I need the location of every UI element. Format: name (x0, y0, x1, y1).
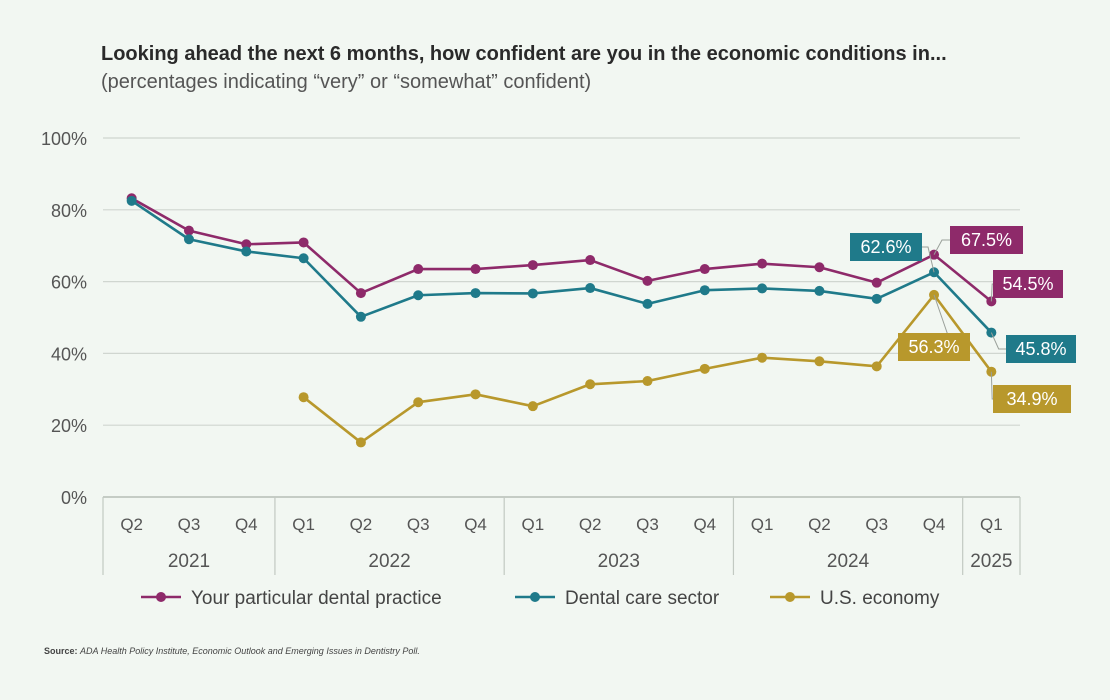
year-label: 2023 (598, 551, 640, 572)
data-point-practice (585, 255, 596, 266)
chart-title-main: Looking ahead the next 6 months, how con… (101, 43, 947, 65)
x-tick-label: Q3 (636, 515, 659, 534)
series-line-practice (131, 197, 993, 303)
data-point-sector (585, 283, 596, 294)
data-point-practice (413, 264, 424, 275)
data-point-practice (814, 262, 825, 273)
source-label: Source: (44, 646, 78, 656)
data-point-economy (642, 376, 653, 387)
data-point-sector (527, 288, 538, 299)
data-point-sector (355, 311, 366, 322)
legend-label-sector: Dental care sector (565, 588, 720, 609)
data-point-practice (355, 288, 366, 299)
data-point-sector (126, 195, 137, 206)
data-point-practice (183, 225, 194, 236)
data-label-sector: 62.6% (860, 237, 911, 257)
x-tick-label: Q1 (751, 515, 774, 534)
data-point-practice (298, 237, 309, 248)
chart-subtitle: (percentages indicating “very” or “somew… (101, 71, 592, 93)
y-tick-label: 100% (41, 129, 87, 149)
legend-marker-sector (530, 592, 540, 602)
data-point-sector (241, 246, 252, 257)
label-leader-practice (933, 239, 950, 255)
year-label: 2022 (368, 551, 410, 572)
label-leader-practice (990, 283, 993, 302)
data-label-sector: 45.8% (1015, 339, 1066, 359)
data-point-practice (241, 239, 252, 250)
data-point-economy (413, 397, 424, 408)
x-tick-label: Q4 (464, 515, 487, 534)
data-point-sector (298, 253, 309, 264)
y-tick-label: 80% (51, 201, 87, 221)
data-point-economy (355, 437, 366, 448)
data-label-practice: 54.5% (1002, 274, 1053, 294)
data-label-box-sector (850, 233, 922, 261)
year-label: 2024 (827, 551, 870, 572)
series-line-economy (302, 293, 993, 444)
data-point-practice (871, 277, 882, 288)
year-label: 2021 (168, 551, 210, 572)
x-tick-label: Q2 (350, 515, 373, 534)
series-line-sector (130, 199, 993, 334)
y-tick-label: 20% (51, 416, 87, 436)
data-point-economy (814, 356, 825, 367)
legend-label-economy: U.S. economy (820, 588, 940, 609)
chart-title: Looking ahead the next 6 months, how con… (101, 40, 1001, 96)
data-point-sector (413, 290, 424, 301)
data-point-practice (642, 275, 653, 286)
data-label-box-economy (898, 333, 970, 361)
data-point-economy (585, 379, 596, 390)
x-tick-label: Q2 (120, 515, 143, 534)
data-point-sector (871, 293, 882, 304)
data-point-sector (183, 234, 194, 245)
x-tick-label: Q2 (579, 515, 602, 534)
legend-marker-practice (156, 592, 166, 602)
data-label-box-sector (1006, 335, 1076, 363)
y-tick-label: 0% (61, 488, 87, 508)
x-tick-label: Q1 (522, 515, 545, 534)
data-label-box-economy (993, 385, 1071, 413)
x-tick-label: Q1 (292, 515, 315, 534)
data-point-economy (470, 389, 481, 400)
x-tick-label: Q3 (178, 515, 201, 534)
data-point-practice (757, 258, 768, 269)
data-point-economy (298, 392, 309, 403)
x-tick-label: Q2 (808, 515, 831, 534)
data-point-economy (527, 401, 538, 412)
data-label-box-practice (993, 270, 1063, 298)
y-tick-label: 60% (51, 273, 87, 293)
source-text: ADA Health Policy Institute, Economic Ou… (80, 646, 420, 656)
x-tick-label: Q1 (980, 515, 1003, 534)
data-point-economy (699, 363, 710, 374)
data-point-sector (642, 298, 653, 309)
x-tick-label: Q4 (693, 515, 716, 534)
data-point-practice (470, 264, 481, 275)
data-point-practice (527, 260, 538, 271)
legend-label-practice: Your particular dental practice (191, 588, 442, 609)
data-point-sector (814, 285, 825, 296)
data-point-sector (699, 285, 710, 296)
y-tick-label: 40% (51, 344, 87, 364)
legend-marker-economy (785, 592, 795, 602)
data-point-economy (757, 352, 768, 363)
label-leader-sector (922, 246, 935, 273)
year-label: 2025 (970, 551, 1012, 572)
source-note: Source: ADA Health Policy Institute, Eco… (44, 646, 420, 656)
data-label-practice: 67.5% (961, 230, 1012, 250)
x-tick-label: Q4 (235, 515, 258, 534)
data-point-sector (470, 288, 481, 299)
x-tick-label: Q3 (865, 515, 888, 534)
data-point-practice (699, 264, 710, 275)
data-point-sector (757, 283, 768, 294)
data-label-box-practice (950, 226, 1023, 254)
data-label-economy: 56.3% (908, 337, 959, 357)
label-leader-economy (990, 371, 993, 400)
data-label-economy: 34.9% (1006, 389, 1057, 409)
x-tick-label: Q3 (407, 515, 430, 534)
label-leader-sector (990, 332, 1006, 350)
x-tick-label: Q4 (923, 515, 946, 534)
data-point-economy (871, 361, 882, 372)
